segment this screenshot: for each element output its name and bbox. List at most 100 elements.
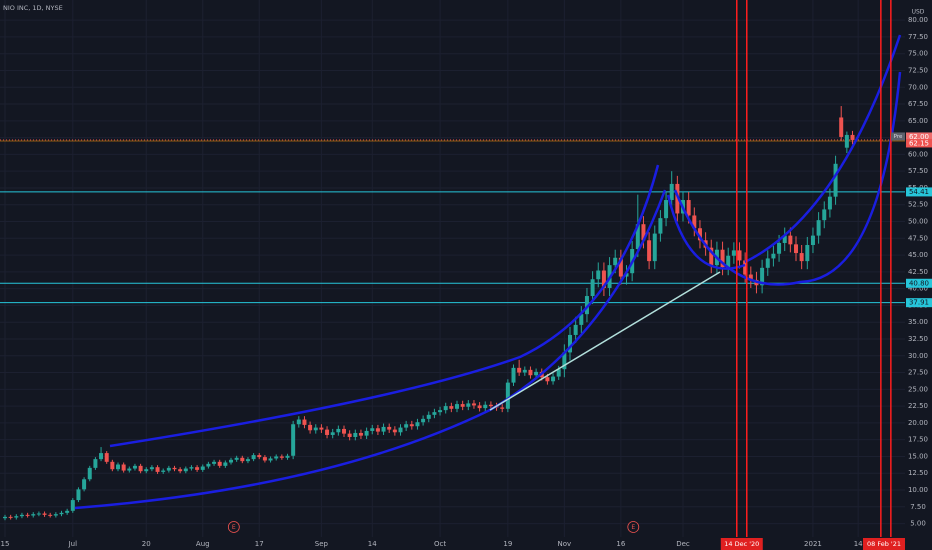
candle-body <box>381 426 386 432</box>
prev-close-label: 62.00 <box>909 133 929 141</box>
candle-body <box>731 250 736 256</box>
earnings-marker <box>627 521 640 533</box>
y-tick-label: 77.50 <box>908 33 928 41</box>
candle-body <box>692 215 697 229</box>
currency: USD <box>912 9 925 16</box>
y-tick-label: 7.50 <box>910 503 926 511</box>
candle-body <box>358 432 363 436</box>
y-tick-label: 40.00 <box>908 285 928 293</box>
candle-body <box>229 459 234 463</box>
candle-body <box>364 430 369 436</box>
candle-body <box>850 134 855 140</box>
candle-body <box>455 404 460 409</box>
candle-body <box>161 470 166 472</box>
y-tick-label: 45.00 <box>908 251 928 259</box>
candle-body <box>234 457 239 460</box>
candle-body <box>618 257 623 277</box>
candle-body <box>308 424 313 431</box>
candle-body <box>415 422 420 427</box>
candle-body <box>839 117 844 137</box>
candle-body <box>274 456 279 459</box>
candle-body <box>116 464 121 470</box>
y-tick-label: 80.00 <box>908 16 928 24</box>
candle-body <box>99 453 104 460</box>
candle-body <box>726 255 731 268</box>
x-tick-label: Aug <box>196 540 210 548</box>
candle-body <box>483 404 488 409</box>
marker-label: 08 Feb '21 <box>867 540 901 548</box>
x-tick-label: 20 <box>142 540 151 548</box>
candle-body <box>601 270 606 288</box>
candle-body <box>426 414 431 419</box>
y-tick-label: 60.00 <box>908 150 928 158</box>
candle-body <box>505 382 510 409</box>
candle-body <box>93 459 98 468</box>
candle-body <box>342 428 347 434</box>
candle-body <box>686 200 691 216</box>
y-tick-label: 70.00 <box>908 83 928 91</box>
candle-body <box>517 367 522 373</box>
candle-body <box>438 410 443 413</box>
candle-body <box>178 469 183 472</box>
candle-body <box>624 273 629 277</box>
candle-body <box>737 250 742 261</box>
candle-body <box>641 224 646 241</box>
candle-body <box>658 218 663 234</box>
trendline <box>489 271 721 411</box>
candle-body <box>500 407 505 409</box>
candle-body <box>788 235 793 245</box>
candle-body <box>827 196 832 210</box>
candle-body <box>822 209 827 221</box>
candle-body <box>8 516 13 518</box>
candle-body <box>206 463 211 467</box>
candle-body <box>217 461 222 466</box>
candle-body <box>760 267 765 286</box>
candle-body <box>132 465 137 469</box>
candle-body <box>166 467 171 471</box>
candle-body <box>613 257 618 266</box>
candle-body <box>240 457 245 462</box>
candle-body <box>36 513 41 515</box>
candle-body <box>223 462 228 466</box>
axes: 5.00 7.50 10.00 12.50 15.00 17.50 20.00 22.50 25… <box>1 16 932 550</box>
y-tick-label: 50.00 <box>908 218 928 226</box>
candle-body <box>212 461 217 464</box>
candle-body <box>144 469 149 472</box>
y-tick-label: 27.50 <box>908 369 928 377</box>
candle-body <box>330 432 335 435</box>
candle-body <box>511 367 516 383</box>
candle-body <box>771 253 776 259</box>
candle-body <box>522 369 527 373</box>
candle-body <box>568 334 573 353</box>
candle-body <box>285 455 290 458</box>
candle-body <box>579 314 584 325</box>
x-tick-label: 14 <box>854 540 863 548</box>
prev-tag-badge <box>891 132 905 141</box>
candle-body <box>584 296 589 315</box>
marker-label: 14 Dec '20 <box>724 540 759 548</box>
candle-body <box>404 424 409 428</box>
x-tick-label: Nov <box>558 540 572 548</box>
candle-body <box>110 461 115 470</box>
candle-body <box>138 465 143 472</box>
y-tick-label: 72.50 <box>908 66 928 74</box>
candle-body <box>664 200 669 219</box>
candle-body <box>652 233 657 262</box>
candle-body <box>325 429 330 435</box>
candle-body <box>596 270 601 280</box>
arc-lower <box>74 189 667 510</box>
candle-body <box>777 242 782 254</box>
candle-body <box>149 467 154 470</box>
candle-body <box>59 512 64 515</box>
candle-body <box>551 376 556 382</box>
candle-body <box>816 220 821 236</box>
y-tick-label: 42.50 <box>908 268 928 276</box>
y-tick-label: 52.50 <box>908 201 928 209</box>
symbol-title: NIO INC, 1D, NYSE <box>3 4 63 12</box>
x-tick-label: Sep <box>315 540 329 548</box>
candle-body <box>279 456 284 458</box>
candle-body <box>748 274 753 280</box>
candle-body <box>268 458 273 461</box>
